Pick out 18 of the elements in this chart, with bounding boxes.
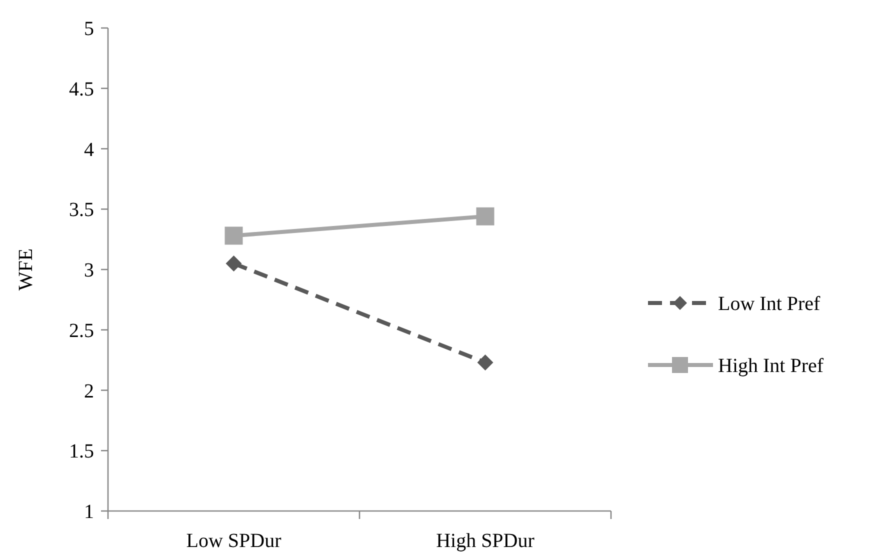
y-tick-label: 3 [84, 260, 94, 282]
y-tick-label: 5 [84, 18, 94, 40]
legend-label: Low Int Pref [718, 293, 821, 315]
y-tick-label: 1 [84, 501, 94, 523]
x-tick-label: Low SPDur [186, 530, 282, 552]
y-tick-label: 4 [84, 138, 94, 161]
x-tick-label: High SPDur [436, 530, 535, 552]
y-tick-label: 4.5 [69, 78, 94, 100]
y-tick-label: 2 [84, 380, 94, 402]
point [226, 255, 242, 272]
y-axis-title: WFE [15, 248, 37, 291]
point [476, 207, 494, 226]
legend-label: High Int Pref [718, 355, 824, 377]
y-tick-label: 1.5 [69, 440, 94, 463]
y-tick-label: 2.5 [69, 320, 94, 342]
point [477, 354, 494, 370]
point [224, 226, 243, 245]
y-tick-label: 3.5 [69, 199, 94, 222]
